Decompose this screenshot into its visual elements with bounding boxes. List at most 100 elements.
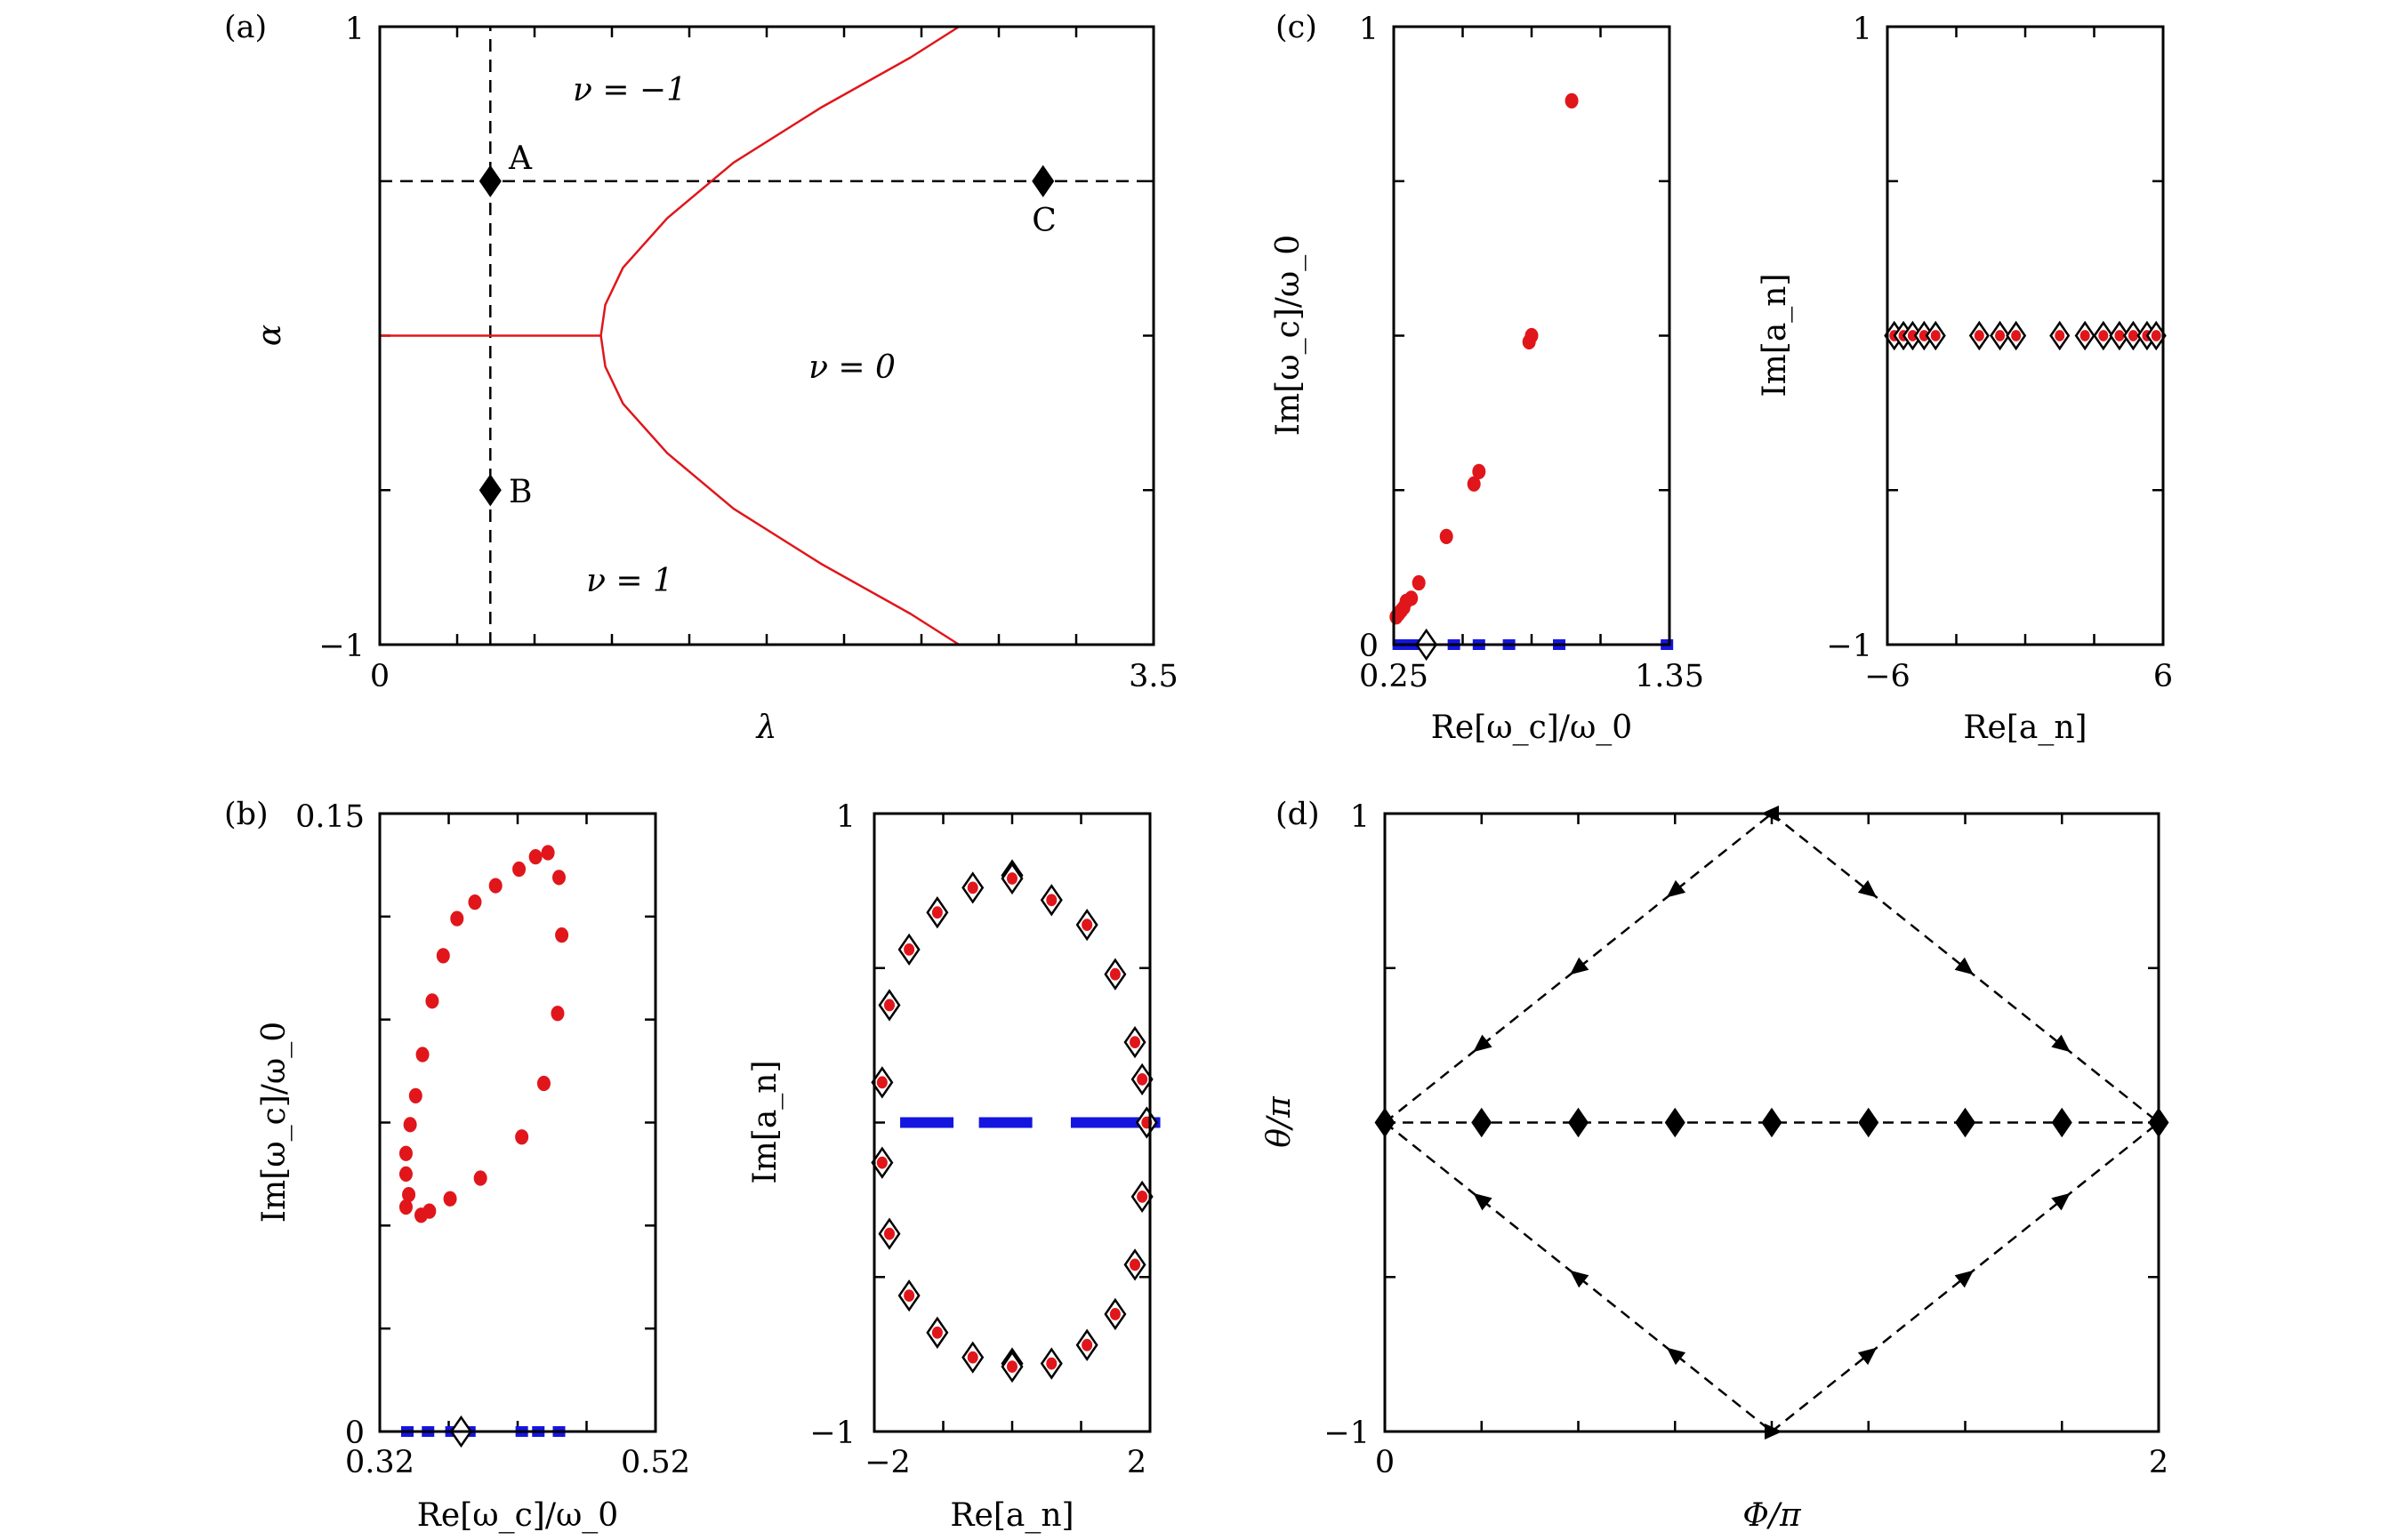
cl-red-dot: [1467, 476, 1481, 492]
br-blue-bar: [900, 1117, 954, 1128]
cl-ytick-top: 1: [1359, 12, 1379, 47]
br-red-dot: [967, 881, 978, 894]
br-ylabel: Im[a_n]: [747, 1060, 784, 1183]
panel-b-left-frame: [378, 812, 657, 1433]
br-ytick-bottom: −1: [809, 1416, 856, 1451]
d-xtick-right: 2: [2149, 1445, 2168, 1480]
a-phase-label-bottom: ν = 1: [586, 563, 673, 599]
panel-d-frame: [1383, 812, 2160, 1433]
a-ytick-bottom: −1: [318, 629, 365, 664]
d-diamond-marker: [1471, 1107, 1492, 1138]
cr-red-dot: [1995, 330, 2006, 341]
cl-red-dot: [1439, 528, 1453, 544]
d-ytick-top: 1: [1350, 799, 1370, 835]
br-red-dot: [1082, 918, 1093, 931]
a-phase-label-mid: ν = 0: [808, 349, 896, 386]
panel-label-a: (a): [224, 10, 267, 45]
panel-c-right-frame: [1886, 25, 2165, 646]
d-arrow-marker: [2051, 1034, 2071, 1053]
d-lower-right-line: [1771, 1121, 2160, 1432]
d-arrow-marker: [1954, 957, 1974, 975]
d-upper-right-line: [1771, 813, 2160, 1124]
cl-ytick-bottom: 0: [1359, 629, 1379, 664]
bl-red-dot: [398, 1145, 413, 1161]
bl-red-dot: [408, 1087, 422, 1104]
bl-red-dot: [436, 948, 450, 964]
panel-c-left-plot: [1389, 27, 1674, 662]
cr-red-dot: [1974, 330, 1984, 341]
a-xtick-left: 0: [370, 659, 390, 694]
d-arrow-marker: [1570, 957, 1589, 975]
cr-red-dot: [2128, 330, 2138, 341]
a-ylabel: α: [252, 325, 288, 346]
bl-xtick-right: 0.52: [621, 1445, 690, 1480]
d-arrow-marker: [1666, 1347, 1686, 1366]
br-xtick-left: −2: [865, 1445, 911, 1480]
d-upper-left-line: [1384, 813, 1773, 1124]
cr-red-dot: [2011, 330, 2022, 341]
br-red-dot: [1007, 872, 1018, 885]
bl-red-dot: [450, 910, 464, 926]
d-ytick-bottom: −1: [1323, 1416, 1370, 1451]
br-red-dot: [1109, 1308, 1121, 1320]
d-lower-left-line: [1384, 1121, 1773, 1432]
bl-red-dot: [536, 1075, 551, 1092]
cr-red-dot: [1918, 330, 1929, 341]
a-xlabel: λ: [755, 710, 777, 746]
d-arrow-marker: [2051, 1192, 2071, 1211]
cr-xlabel: Re[a_n]: [1963, 710, 2087, 746]
cr-ytick-top: 1: [1853, 12, 1872, 47]
panel-b-left-plot: [380, 814, 656, 1448]
br-red-dot: [967, 1351, 978, 1364]
cr-xtick-right: 6: [2153, 659, 2173, 694]
br-red-dot: [1137, 1072, 1148, 1086]
cr-red-dot: [1907, 330, 1918, 341]
br-blue-bar: [978, 1117, 1033, 1128]
br-red-dot: [1109, 967, 1121, 981]
cr-ytick-bottom: −1: [1826, 629, 1872, 664]
d-arrow-marker: [1570, 1270, 1589, 1288]
cr-red-dot: [2079, 330, 2090, 341]
d-arrow-marker: [1954, 1270, 1974, 1288]
d-diamond-marker: [1567, 1107, 1589, 1138]
panel-b-right: 1 −1 −2 2 Re[a_n] Im[a_n]: [747, 799, 1161, 1534]
panel-c-right-plot: [1884, 27, 2167, 645]
a-phase-label-top: ν = −1: [573, 72, 687, 108]
bl-ytick-top: 0.15: [295, 799, 365, 835]
cr-red-dot: [2151, 330, 2161, 341]
cr-red-dot: [2055, 330, 2065, 341]
bl-red-dot: [528, 849, 543, 865]
bl-red-dot: [403, 1117, 417, 1133]
br-red-dot: [1130, 1258, 1141, 1271]
bl-red-dot: [414, 1207, 428, 1223]
br-red-dot: [904, 943, 915, 956]
panel-c-right: 1 −1 −6 6 Re[a_n] Im[a_n]: [1757, 12, 2173, 746]
bl-xlabel: Re[ω_c]/ω_0: [417, 1497, 618, 1534]
a-boundary-lower-curve: [599, 335, 960, 646]
bl-red-dot: [443, 1191, 457, 1207]
d-diamond-marker: [1858, 1107, 1879, 1138]
cr-red-dot: [1930, 330, 1941, 341]
br-red-dot: [1082, 1338, 1093, 1352]
d-arrow-marker: [1473, 1192, 1492, 1211]
panel-b-left: (b) 0.15 0 0.32 0.52 Re[ω_c]/ω_0 Im[ω_c]…: [224, 797, 690, 1534]
br-red-dot: [904, 1289, 915, 1302]
panel-b-right-frame: [873, 812, 1152, 1433]
panel-b-right-plot: [871, 814, 1161, 1432]
bl-red-dot: [512, 861, 527, 878]
bl-red-dot: [425, 993, 439, 1009]
bl-red-dot: [473, 1170, 487, 1186]
d-arrow-marker: [1473, 1034, 1492, 1053]
bl-red-dot: [398, 1166, 413, 1183]
br-xlabel: Re[a_n]: [950, 1497, 1074, 1534]
bl-red-dot: [541, 845, 555, 861]
d-diamond-marker: [1664, 1107, 1685, 1138]
cr-red-dot: [2114, 330, 2125, 341]
br-red-dot: [883, 1227, 895, 1240]
a-point-label-C: C: [1032, 203, 1057, 239]
d-diamond-marker: [1954, 1107, 1976, 1138]
bl-red-dot: [468, 894, 482, 910]
a-point-A: [479, 164, 502, 197]
br-red-dot: [1007, 1360, 1018, 1373]
